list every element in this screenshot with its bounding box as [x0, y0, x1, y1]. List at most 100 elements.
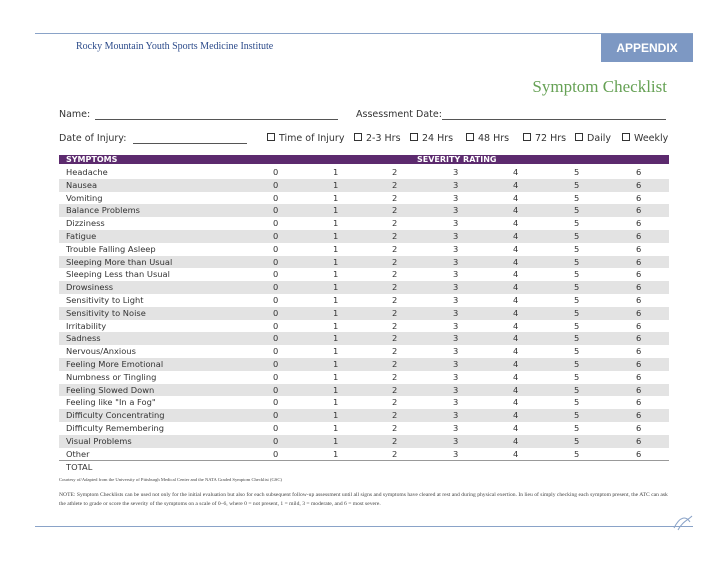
rating-value: 3	[453, 256, 459, 267]
symptom-name: Fatigue	[66, 231, 97, 241]
symptom-name: Numbness or Tingling	[66, 371, 157, 382]
rating-value: 1	[333, 256, 339, 267]
rating-value: 5	[574, 423, 580, 433]
rating-value: 0	[273, 397, 279, 408]
rating-value: 4	[513, 167, 519, 177]
rating-value: 4	[513, 218, 519, 229]
symptom-name: Difficulty Remembering	[66, 423, 165, 433]
rating-value: 2	[392, 371, 398, 382]
rating-value: 1	[333, 243, 339, 254]
rating-value: 5	[574, 346, 580, 357]
rating-value: 2	[392, 435, 398, 446]
rating-value: 3	[453, 295, 459, 305]
rating-value: 4	[513, 435, 519, 446]
rating-value: 4	[513, 295, 519, 305]
rating-value: 5	[574, 218, 580, 229]
rating-value: 4	[513, 359, 519, 369]
symptom-row: Visual Problems 0 1 2 3 4 5 6	[59, 434, 669, 448]
symptom-name: Visual Problems	[66, 435, 132, 446]
symptom-row: Sensitivity to Noise 0 1 2 3 4 5 6	[59, 306, 669, 320]
rating-value: 3	[453, 192, 459, 203]
rating-value: 1	[333, 384, 339, 395]
rating-value: 2	[392, 243, 398, 254]
header-rule	[35, 33, 693, 34]
symptom-row: Other 0 1 2 3 4 5 6	[59, 448, 669, 461]
rating-value: 0	[273, 333, 279, 344]
rating-value: 3	[453, 448, 459, 459]
rating-value: 1	[333, 269, 339, 280]
rating-value: 3	[453, 243, 459, 254]
rating-value: 6	[636, 320, 642, 331]
symptom-row: Nausea 0 1 2 3 4 5 6	[59, 178, 669, 192]
symptom-row: Numbness or Tingling 0 1 2 3 4 5 6	[59, 371, 669, 384]
symptom-row: Feeling like "In a Fog" 0 1 2 3 4 5 6	[59, 396, 669, 409]
rating-value: 5	[574, 231, 580, 241]
rating-value: 6	[636, 205, 642, 216]
symptom-row: Fatigue 0 1 2 3 4 5 6	[59, 230, 669, 243]
rating-value: 6	[636, 384, 642, 395]
rating-value: 5	[574, 371, 580, 382]
symptom-row: Headache 0 1 2 3 4 5 6	[59, 166, 669, 179]
rating-value: 5	[574, 269, 580, 280]
severity-header: SEVERITY RATING	[417, 155, 497, 164]
rating-value: 4	[513, 410, 519, 421]
rating-value: 4	[513, 448, 519, 459]
name-field	[95, 119, 338, 120]
rating-value: 3	[453, 397, 459, 408]
rating-value: 2	[392, 218, 398, 229]
rating-value: 2	[392, 269, 398, 280]
rating-value: 6	[636, 167, 642, 177]
footer-ornament	[673, 515, 693, 531]
rating-value: 4	[513, 243, 519, 254]
symptom-name: Trouble Falling Asleep	[66, 243, 156, 254]
symptom-name: Nausea	[66, 179, 98, 190]
rating-value: 4	[513, 371, 519, 382]
rating-value: 1	[333, 371, 339, 382]
rating-value: 3	[453, 371, 459, 382]
total-label: TOTAL	[66, 462, 93, 473]
rating-value: 6	[636, 282, 642, 293]
rating-value: 5	[574, 192, 580, 203]
rating-value: 3	[453, 346, 459, 357]
symptom-name: Headache	[66, 167, 108, 177]
rating-value: 4	[513, 192, 519, 203]
symptom-row: Balance Problems 0 1 2 3 4 5 6	[59, 204, 669, 218]
footnote: Courtesy of/Adapted from the University …	[59, 477, 282, 482]
rating-value: 1	[333, 359, 339, 369]
footer-rule	[35, 526, 693, 527]
rating-value: 0	[273, 269, 279, 280]
rating-value: 0	[273, 435, 279, 446]
rating-value: 3	[453, 167, 459, 177]
rating-value: 6	[636, 423, 642, 433]
rating-value: 1	[333, 179, 339, 190]
rating-value: 1	[333, 423, 339, 433]
symptom-name: Vomiting	[66, 192, 103, 203]
symptom-name: Drowsiness	[66, 282, 114, 293]
rating-value: 6	[636, 333, 642, 344]
rating-value: 6	[636, 256, 642, 267]
symptom-row: Feeling More Emotional 0 1 2 3 4 5 6	[59, 358, 669, 371]
rating-value: 2	[392, 192, 398, 203]
rating-value: 6	[636, 435, 642, 446]
rating-value: 3	[453, 282, 459, 293]
rating-value: 0	[273, 359, 279, 369]
appendix-tab: APPENDIX	[601, 34, 693, 62]
rating-value: 1	[333, 346, 339, 357]
rating-value: 6	[636, 295, 642, 305]
symptom-name: Balance Problems	[66, 205, 140, 216]
rating-value: 3	[453, 179, 459, 190]
injury-label: Date of Injury:	[59, 133, 127, 144]
symptom-row: Irritability 0 1 2 3 4 5 6	[59, 320, 669, 333]
rating-value: 6	[636, 179, 642, 190]
symptom-row: Sadness 0 1 2 3 4 5 6	[59, 332, 669, 346]
rating-value: 6	[636, 307, 642, 318]
rating-value: 3	[453, 410, 459, 421]
symptom-name: Irritability	[66, 320, 107, 331]
rating-value: 3	[453, 423, 459, 433]
rating-value: 0	[273, 167, 279, 177]
symptom-name: Other	[66, 448, 90, 459]
rating-value: 4	[513, 269, 519, 280]
rating-value: 2	[392, 307, 398, 318]
rating-value: 2	[392, 410, 398, 421]
rating-value: 0	[273, 231, 279, 241]
